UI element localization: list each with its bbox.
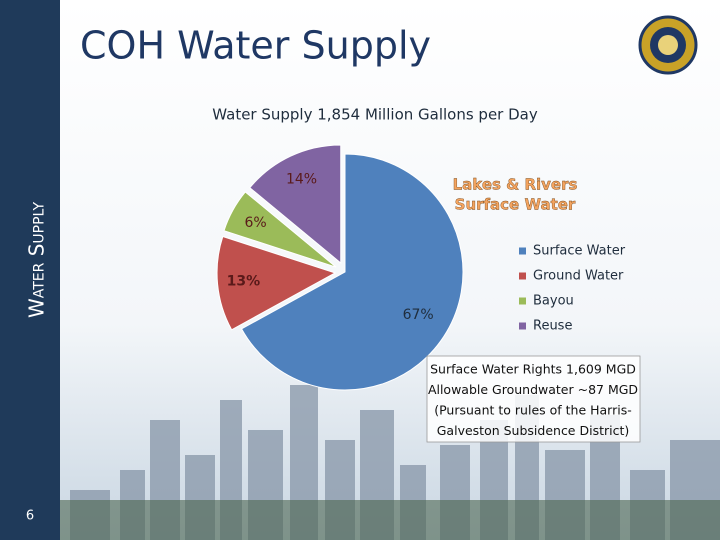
legend-label: Reuse (533, 319, 572, 334)
slide-number: 6 (26, 509, 34, 524)
legend-swatch (519, 322, 526, 330)
seal (638, 15, 698, 75)
pie-slice (223, 191, 337, 268)
side-label: Water Supply (25, 202, 49, 319)
pie-slice (249, 144, 342, 265)
data-label: 13% (227, 274, 261, 290)
legend-swatch (519, 272, 526, 280)
data-label: 14% (286, 172, 317, 188)
trees (60, 500, 720, 540)
pie-chart: 67% 13% 6% 14% Surface Water Ground Water Bayo… (216, 144, 626, 391)
note-line: Galveston Subsidence District) (437, 423, 630, 438)
legend-label: Bayou (533, 294, 574, 309)
annotation: Lakes & Rivers (453, 176, 578, 194)
note-line: Allowable Groundwater ~87 MGD (428, 382, 638, 397)
side-band (0, 0, 60, 540)
legend-label: Ground Water (533, 269, 624, 284)
note-box (426, 355, 641, 443)
slide-title: COH Water Supply (80, 24, 431, 68)
legend-swatch (519, 247, 526, 255)
legend-swatch (519, 297, 526, 305)
annotation: Surface Water (455, 196, 576, 214)
chart-title: Water Supply 1,854 Million Gallons per D… (212, 106, 538, 124)
legend-label: Surface Water (533, 244, 626, 259)
note-line: (Pursuant to rules of the Harris- (434, 403, 632, 418)
pie-slice (216, 235, 337, 331)
note-line: Surface Water Rights 1,609 MGD (430, 362, 636, 377)
note: Surface Water Rights 1,609 MGD Allowable … (428, 362, 638, 439)
data-label: 6% (244, 215, 266, 231)
data-label: 67% (403, 307, 434, 323)
pie-slice (240, 153, 464, 391)
